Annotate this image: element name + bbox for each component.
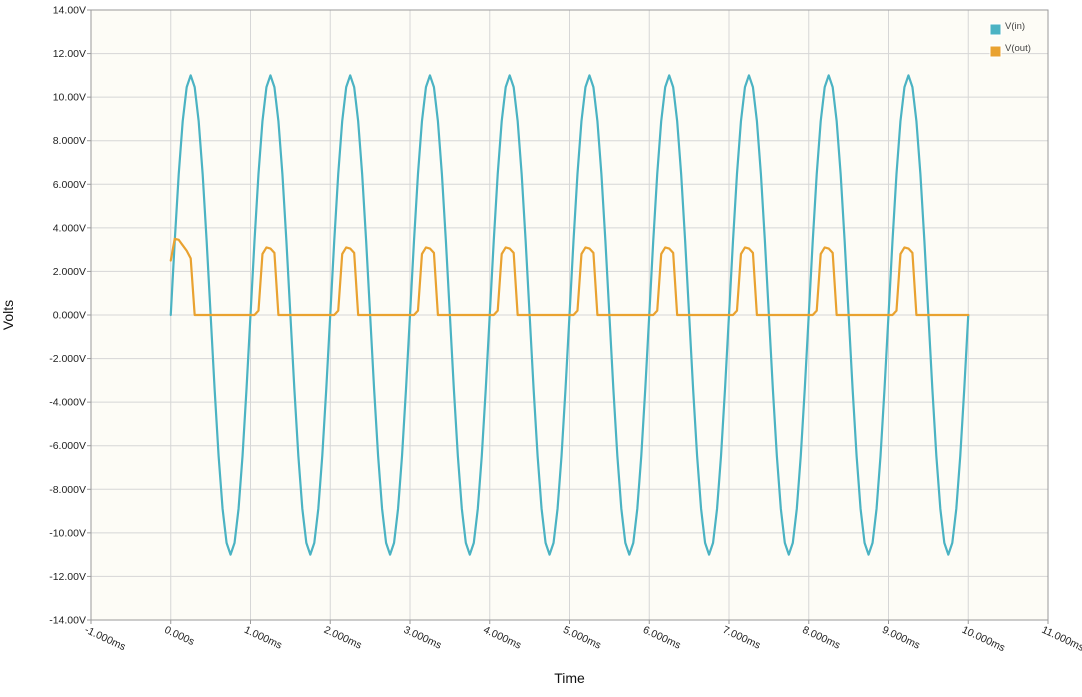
- x-tick-label: 5.000ms: [561, 624, 603, 652]
- x-axis-title: Time: [554, 670, 585, 686]
- x-tick-label: 1.000ms: [242, 624, 284, 652]
- y-tick-label: 8.000V: [53, 135, 86, 147]
- plot-area: [90, 9, 1049, 621]
- legend-label: V(out): [1005, 43, 1031, 54]
- x-tick-label: 6.000ms: [641, 624, 683, 652]
- x-tick-label: 8.000ms: [800, 624, 842, 652]
- x-tick-label: -1.000ms: [83, 624, 128, 653]
- series-layer: [169, 74, 970, 556]
- y-axis-ticks: 14.00V 12.00V 10.00V 8.000V 6.000V 4.000V 2.00…: [49, 5, 91, 627]
- legend-swatch: [989, 45, 1002, 58]
- x-axis-ticks: -1.000ms 0.000s 1.000ms 2.000ms 3.000ms 4.000…: [83, 620, 1082, 654]
- x-tick-label: 11.000ms: [1040, 624, 1082, 654]
- y-tick-label: -8.000V: [49, 484, 86, 496]
- legend: V(in) V(out): [989, 21, 1031, 58]
- legend-label: V(in): [1005, 21, 1025, 32]
- x-tick-label: 4.000ms: [481, 624, 523, 652]
- x-tick-label: 9.000ms: [880, 624, 922, 652]
- x-tick-label: 3.000ms: [402, 624, 444, 652]
- y-tick-label: -4.000V: [49, 397, 86, 409]
- x-tick-label: 0.000s: [162, 624, 196, 648]
- y-tick-label: -2.000V: [49, 353, 86, 365]
- y-tick-label: 10.00V: [53, 92, 86, 104]
- y-axis-title: Volts: [0, 300, 16, 330]
- y-tick-label: 0.000V: [53, 310, 86, 322]
- legend-swatch: [989, 23, 1002, 36]
- y-tick-label: 6.000V: [53, 179, 86, 191]
- y-tick-label: -6.000V: [49, 440, 86, 452]
- y-tick-label: -14.00V: [49, 615, 86, 627]
- y-tick-label: 4.000V: [53, 222, 86, 234]
- series-line-v-out: [169, 237, 970, 317]
- y-tick-label: -10.00V: [49, 527, 86, 539]
- y-tick-label: 2.000V: [53, 266, 86, 278]
- x-tick-label: 10.000ms: [960, 624, 1007, 654]
- x-tick-label: 7.000ms: [721, 624, 763, 652]
- y-tick-label: 12.00V: [53, 48, 86, 60]
- y-tick-label: -12.00V: [49, 571, 86, 583]
- y-tick-label: 14.00V: [53, 5, 86, 17]
- x-tick-label: 2.000ms: [322, 624, 364, 652]
